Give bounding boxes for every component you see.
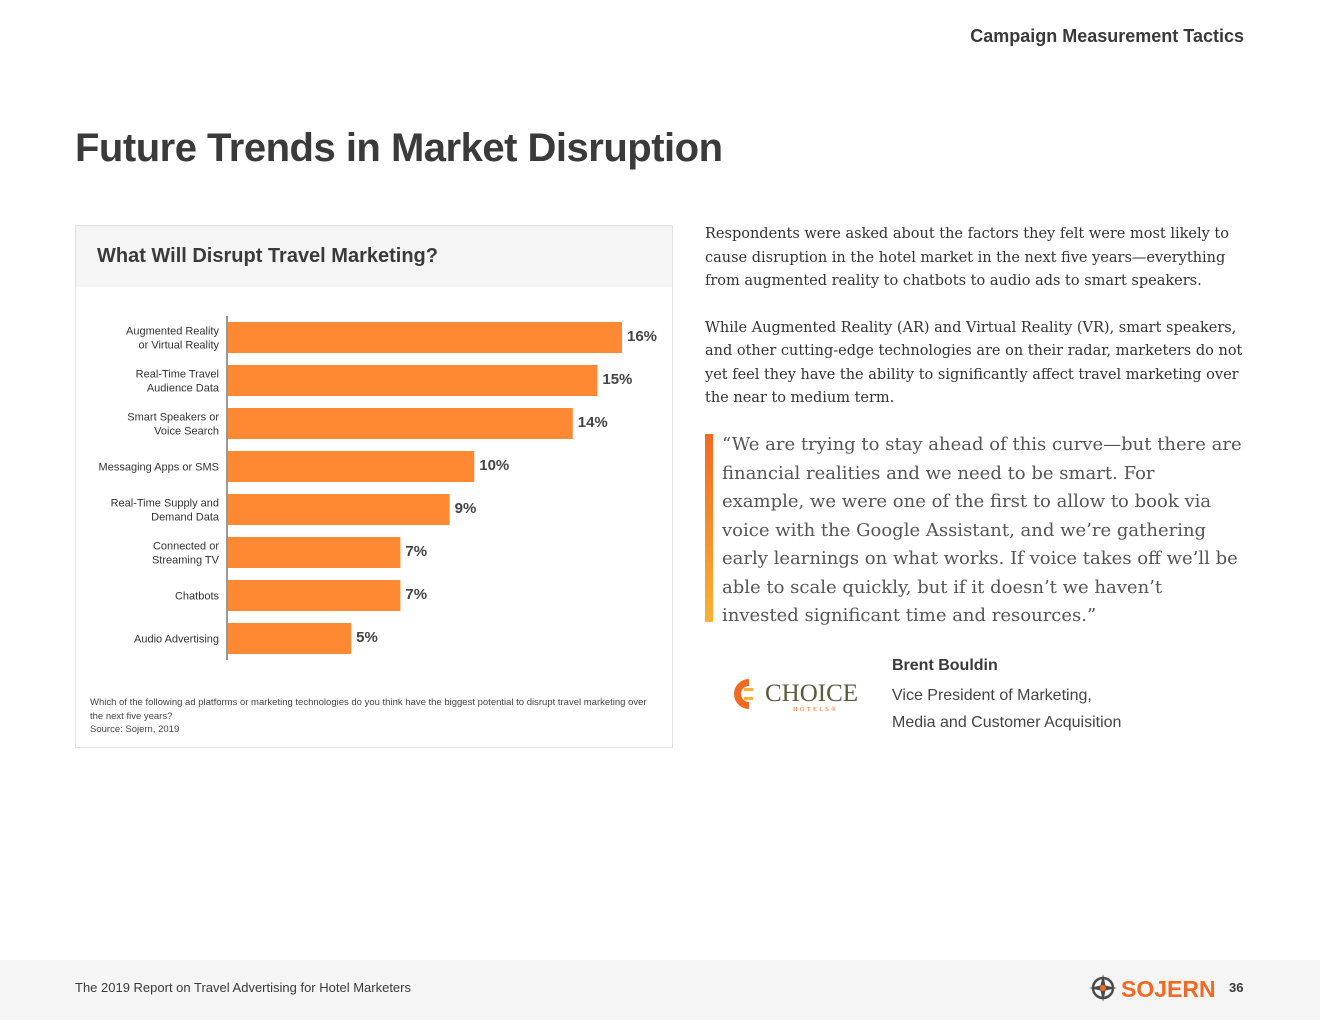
bar-value-label: 5%: [356, 629, 378, 646]
bar-value-label: 9%: [455, 500, 477, 517]
bar-chart: 16% Augmented Reality or Virtual Reality 15…: [99, 316, 657, 660]
bar: [228, 494, 450, 525]
category-label: Messaging Apps or SMS: [99, 462, 219, 474]
sojern-logo: SOJERN: [1089, 973, 1216, 1008]
bar-value-label: 10%: [479, 457, 509, 474]
intro-paragraph-2: While Augmented Reality (AR) and Virtual…: [705, 319, 1243, 407]
category-label: Chatbots: [175, 591, 220, 603]
quote-author-role-line-1: Vice President of Marketing,: [892, 687, 1092, 704]
bar: [228, 408, 573, 439]
chart-card: What Will Disrupt Travel Marketing? 16% A…: [75, 225, 673, 748]
page-title: Future Trends in Market Disruption: [75, 126, 723, 170]
footer: The 2019 Report on Travel Advertising fo…: [0, 960, 1320, 1020]
category-label: Audio Advertising: [134, 634, 219, 646]
intro-paragraph-1: Respondents were asked about the factors…: [705, 226, 1229, 289]
intro-text: Respondents were asked about the factors…: [705, 223, 1250, 434]
category-label: Real-Time Supply and Demand Data: [111, 498, 220, 524]
category-label: Augmented Reality or Virtual Reality: [126, 326, 219, 352]
sojern-compass-icon: [1089, 974, 1117, 1002]
choice-logo-sub: HOTELS®: [793, 706, 838, 713]
quote-accent-bar: [705, 434, 713, 622]
choice-logo-word: CHOICE: [765, 680, 858, 707]
bar-value-label: 14%: [578, 414, 608, 431]
category-label: Connected or Streaming TV: [152, 541, 220, 567]
chart-note: Which of the following ad platforms or m…: [90, 697, 647, 722]
bar: [228, 580, 401, 611]
footer-report-title: The 2019 Report on Travel Advertising fo…: [75, 980, 411, 995]
category-label: Real-Time Travel Audience Data: [136, 369, 220, 395]
page-number: 36: [1229, 980, 1244, 995]
chart-note-block: Which of the following ad platforms or m…: [90, 696, 650, 737]
sojern-wordmark: SOJERN: [1121, 976, 1215, 1002]
chart-card-header: What Will Disrupt Travel Marketing?: [76, 226, 672, 287]
quote-author-name: Brent Bouldin: [892, 657, 998, 674]
section-label: Campaign Measurement Tactics: [970, 26, 1244, 46]
bar: [228, 322, 622, 353]
chart-source: Source: Sojern, 2019: [90, 724, 180, 735]
quote-author-role: Vice President of Marketing, Media and C…: [892, 682, 1242, 736]
bar: [228, 451, 475, 482]
bar: [228, 537, 401, 568]
bar-value-label: 16%: [627, 328, 657, 345]
choice-hotels-logo: CHOICE HOTELS®: [733, 675, 873, 720]
pull-quote: “We are trying to stay ahead of this cur…: [722, 434, 1242, 626]
chart-title: What Will Disrupt Travel Marketing?: [97, 245, 438, 267]
quote-author-role-line-2: Media and Customer Acquisition: [892, 714, 1122, 731]
bar: [228, 623, 352, 654]
bar-value-label: 7%: [405, 543, 427, 560]
category-label: Smart Speakers or Voice Search: [127, 412, 219, 438]
bar-value-label: 7%: [405, 586, 427, 603]
bar: [228, 365, 598, 396]
bar-value-label: 15%: [602, 371, 632, 388]
